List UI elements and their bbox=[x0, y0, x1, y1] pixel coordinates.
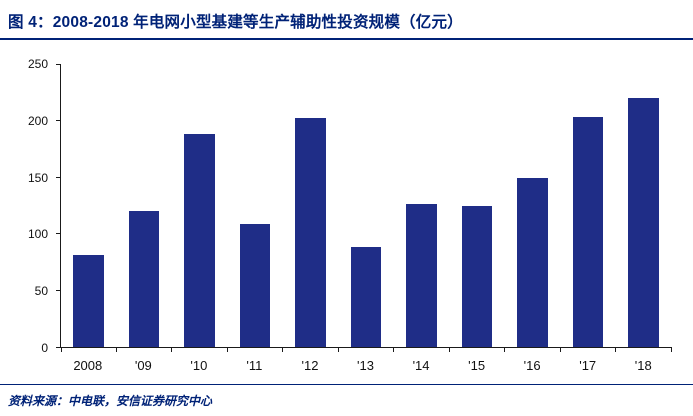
title-divider bbox=[0, 38, 693, 40]
x-tick-mark bbox=[226, 347, 228, 352]
x-tick-label: '11 bbox=[246, 358, 263, 373]
figure-title: 图 4：2008-2018 年电网小型基建等生产辅助性投资规模（亿元） bbox=[8, 14, 463, 31]
x-tick-mark bbox=[615, 347, 617, 352]
y-tick-label: 100 bbox=[27, 227, 48, 242]
y-tick-mark bbox=[56, 63, 61, 65]
x-axis-labels: 2008 '09 '10 '11 '12 '13 '14 '15 '16 '17 '18 bbox=[60, 356, 671, 376]
x-tick-mark bbox=[670, 347, 672, 352]
y-tick-label: 150 bbox=[27, 170, 48, 185]
x-tick-mark bbox=[393, 347, 395, 352]
bar-chart: 0 50 100 150 200 250 2008 '09 '10 '11 '12 '13 '14 '1… bbox=[0, 44, 693, 384]
bar-slot bbox=[283, 64, 338, 347]
y-tick-mark bbox=[56, 289, 61, 291]
x-tick-mark bbox=[504, 347, 506, 352]
bar-slot bbox=[227, 64, 282, 347]
bar-12 bbox=[295, 118, 326, 347]
y-tick-mark bbox=[56, 346, 61, 348]
y-tick-label: 50 bbox=[34, 284, 48, 299]
figure-header: 图 4：2008-2018 年电网小型基建等生产辅助性投资规模（亿元） bbox=[0, 0, 693, 38]
y-tick-label: 250 bbox=[27, 57, 48, 71]
bar-10 bbox=[184, 134, 215, 347]
x-tick-label: '12 bbox=[301, 358, 319, 373]
bar-slot bbox=[116, 64, 171, 347]
bar-13 bbox=[350, 247, 382, 347]
y-tick-mark bbox=[56, 233, 61, 235]
y-tick-label: 0 bbox=[41, 341, 48, 355]
bar-slot bbox=[560, 64, 615, 347]
x-tick-label: '16 bbox=[523, 358, 541, 373]
y-tick-mark bbox=[56, 120, 61, 122]
plot-area bbox=[56, 63, 672, 352]
x-tick-label: '14 bbox=[412, 358, 430, 373]
x-tick-label: '15 bbox=[468, 358, 486, 373]
bar-14 bbox=[406, 204, 437, 347]
bar-15 bbox=[461, 205, 493, 347]
y-tick-label: 200 bbox=[27, 113, 48, 128]
bar-slot bbox=[616, 64, 671, 347]
x-tick-mark bbox=[448, 347, 450, 352]
bar-slot bbox=[172, 64, 227, 347]
x-tick-label: '17 bbox=[579, 358, 597, 373]
x-tick-mark bbox=[60, 347, 62, 352]
bar-17 bbox=[572, 117, 604, 347]
x-tick-label: 2008 bbox=[73, 358, 103, 373]
x-tick-mark bbox=[171, 347, 173, 352]
x-tick-label: '18 bbox=[634, 358, 652, 373]
x-tick-mark bbox=[115, 347, 117, 352]
x-tick-label: '09 bbox=[134, 358, 152, 373]
x-tick-mark bbox=[559, 347, 561, 352]
bar-slot bbox=[449, 64, 504, 347]
bar-18 bbox=[628, 97, 659, 347]
x-tick-mark bbox=[337, 347, 339, 352]
bar-slot bbox=[394, 64, 449, 347]
source-note: 资料来源：中电联，安信证券研究中心 bbox=[8, 394, 213, 408]
bar-2008 bbox=[73, 255, 104, 347]
y-axis-labels: 0 50 100 150 200 250 bbox=[12, 58, 54, 354]
y-tick-mark bbox=[56, 176, 61, 178]
bar-09 bbox=[128, 211, 160, 347]
x-tick-label: '10 bbox=[190, 358, 208, 373]
bar-16 bbox=[517, 178, 548, 347]
x-tick-label: '13 bbox=[357, 358, 374, 373]
bar-slot bbox=[338, 64, 393, 347]
x-tick-mark bbox=[282, 347, 284, 352]
bar-slot bbox=[505, 64, 560, 347]
figure-footer: 资料来源：中电联，安信证券研究中心 bbox=[0, 384, 693, 416]
bar-slot bbox=[61, 64, 116, 347]
bar-11 bbox=[239, 223, 271, 347]
